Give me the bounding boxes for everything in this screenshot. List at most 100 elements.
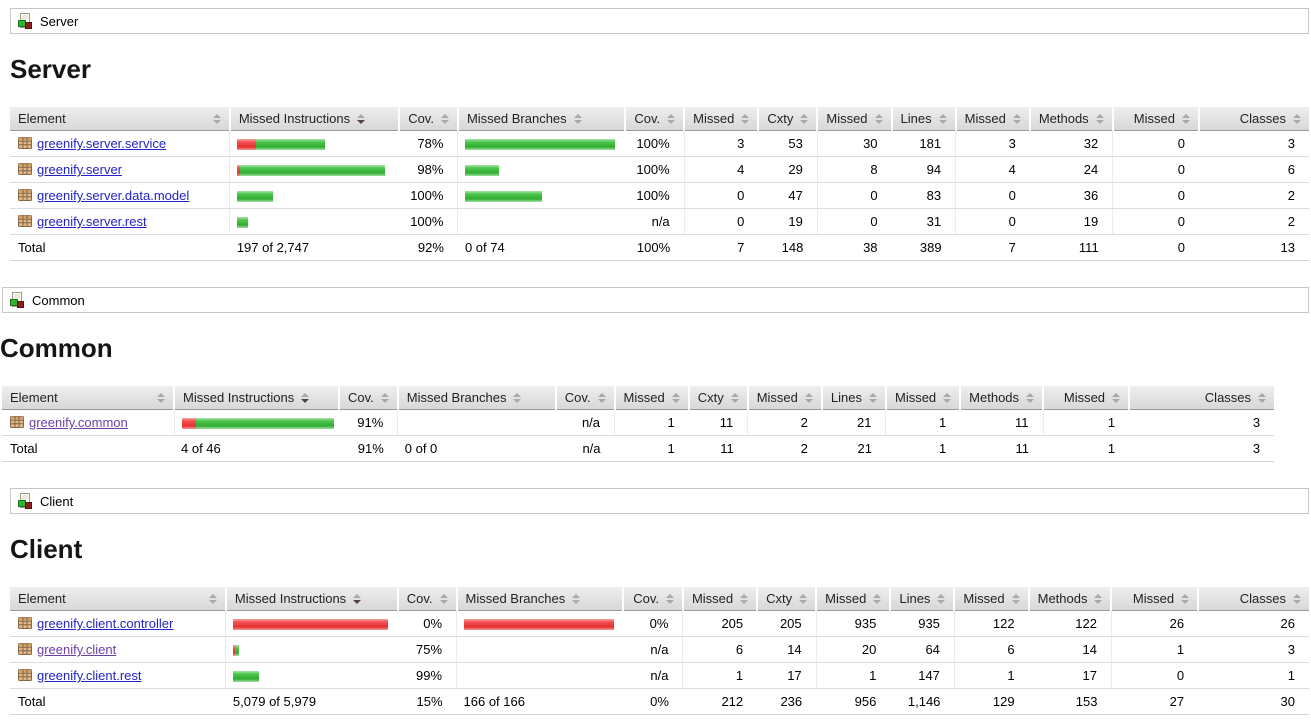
sort-arrows-icon: [804, 392, 813, 403]
table-row: greenify.common 91% n/a 1 11 2 21 1 11 1 3: [2, 409, 1275, 436]
sort-down-arrow-icon: [357, 119, 366, 124]
column-header-label: Cov.: [633, 591, 659, 606]
column-header-cov-2[interactable]: Cov.: [338, 386, 398, 410]
column-header-methods-10[interactable]: Methods: [1028, 107, 1113, 131]
sort-up-arrow-icon: [937, 593, 946, 598]
column-header-classes-12[interactable]: Classes: [1197, 587, 1309, 611]
total-row: Total 5,079 of 5,979 15% 166 of 166 0% 212 236…: [10, 688, 1309, 715]
column-header-classes-12[interactable]: Classes: [1128, 386, 1275, 410]
column-header-methods-10[interactable]: Methods: [1027, 587, 1112, 611]
column-header-label: Classes: [1239, 591, 1286, 606]
package-link[interactable]: greenify.client.controller: [37, 616, 174, 631]
column-header-missed-7[interactable]: Missed: [746, 386, 822, 410]
column-header-missed-branches-3[interactable]: Missed Branches: [396, 386, 556, 410]
header-row: Element Missed Instructions Cov. Missed Bra…: [10, 107, 1309, 131]
column-header-classes-12[interactable]: Classes: [1197, 107, 1309, 131]
covered-coverage-bar-segment: [465, 139, 616, 151]
column-header-missed-11[interactable]: Missed: [1042, 386, 1130, 410]
total-missed-classes: 1: [1043, 435, 1130, 462]
column-header-label: Missed: [756, 390, 798, 405]
sort-up-arrow-icon: [208, 593, 217, 598]
column-header-cxty-6[interactable]: Cxty: [687, 386, 748, 410]
classes-value: 3: [1198, 636, 1309, 663]
covered-coverage-bar-segment: [195, 418, 334, 430]
column-header-missed-instructions-1[interactable]: Missed Instructions: [173, 386, 339, 410]
missed-lines-value: 0: [816, 208, 892, 235]
column-header-missed-7[interactable]: Missed: [815, 587, 891, 611]
column-header-label: Missed Branches: [465, 591, 566, 606]
column-header-element-0[interactable]: Element: [10, 587, 226, 611]
sort-arrows-icon: [1258, 392, 1267, 403]
column-header-element-0[interactable]: Element: [2, 386, 174, 410]
sort-up-arrow-icon: [1026, 392, 1035, 397]
sort-up-arrow-icon: [597, 392, 606, 397]
sort-down-arrow-icon: [1181, 599, 1190, 604]
package-link[interactable]: greenify.server.rest: [37, 214, 147, 229]
total-cxty: 236: [757, 688, 817, 715]
total-missed-lines: 38: [817, 234, 892, 261]
covered-coverage-bar-segment: [237, 217, 249, 229]
sort-up-arrow-icon: [573, 113, 582, 118]
column-header-missed-branches-3[interactable]: Missed Branches: [455, 587, 624, 611]
sort-arrows-icon: [212, 113, 221, 124]
total-methods: 153: [1028, 688, 1112, 715]
package-link[interactable]: greenify.server.data.model: [37, 188, 190, 203]
column-header-label: Missed: [691, 591, 734, 606]
column-header-cov-4[interactable]: Cov.: [623, 107, 685, 131]
column-header-missed-5[interactable]: Missed: [613, 386, 689, 410]
package-link[interactable]: greenify.server.service: [37, 136, 167, 151]
column-header-cov-2[interactable]: Cov.: [396, 587, 457, 611]
column-header-lines-8[interactable]: Lines: [889, 587, 955, 611]
sort-up-arrow-icon: [380, 392, 389, 397]
column-header-methods-10[interactable]: Methods: [959, 386, 1044, 410]
column-header-cov-4[interactable]: Cov.: [622, 587, 683, 611]
column-header-cov-2[interactable]: Cov.: [398, 107, 458, 131]
sort-down-arrow-icon: [208, 599, 217, 604]
column-header-lines-8[interactable]: Lines: [820, 386, 886, 410]
sort-up-arrow-icon: [800, 113, 809, 118]
methods-value: 32: [1029, 130, 1113, 157]
package-link[interactable]: greenify.server: [37, 162, 123, 177]
column-header-lines-8[interactable]: Lines: [890, 107, 956, 131]
package-link[interactable]: greenify.common: [29, 415, 128, 430]
element-cell: greenify.client: [10, 636, 226, 663]
sort-arrows-icon: [800, 113, 809, 124]
sort-arrows-icon: [799, 593, 808, 604]
column-header-missed-11[interactable]: Missed: [1111, 107, 1199, 131]
column-header-missed-branches-3[interactable]: Missed Branches: [456, 107, 625, 131]
column-header-missed-9[interactable]: Missed: [954, 107, 1030, 131]
package-link[interactable]: greenify.client: [37, 642, 117, 657]
column-header-content: Classes: [1208, 111, 1301, 126]
column-header-element-0[interactable]: Element: [10, 107, 230, 131]
sort-arrows-icon: [1012, 113, 1021, 124]
sort-arrows-icon: [943, 392, 952, 403]
column-header-label: Missed: [963, 591, 1005, 606]
column-header-missed-9[interactable]: Missed: [953, 587, 1029, 611]
lines-value: 181: [891, 130, 956, 157]
column-header-missed-5[interactable]: Missed: [683, 107, 759, 131]
column-header-missed-11[interactable]: Missed: [1110, 587, 1199, 611]
missed-cxty-value: 1: [614, 409, 689, 436]
column-header-label: Missed Branches: [466, 111, 567, 126]
total-branches: 166 of 166: [456, 688, 624, 715]
header-row: Element Missed Instructions Cov. Missed Bra…: [10, 587, 1309, 611]
total-instruction-coverage: 91%: [339, 435, 398, 462]
column-header-missed-instructions-1[interactable]: Missed Instructions: [224, 587, 398, 611]
missed-classes-value: 0: [1110, 662, 1199, 689]
missed-methods-value: 3: [955, 130, 1030, 157]
column-header-cxty-6[interactable]: Cxty: [756, 587, 817, 611]
column-header-cxty-6[interactable]: Cxty: [757, 107, 818, 131]
sort-down-arrow-icon: [667, 119, 676, 124]
sort-down-arrow-icon: [1293, 119, 1301, 124]
total-classes: 30: [1198, 688, 1309, 715]
sort-down-arrow-icon: [1112, 398, 1121, 403]
column-header-label: Classes: [1204, 390, 1252, 405]
column-header-missed-instructions-1[interactable]: Missed Instructions: [228, 107, 400, 131]
package-link[interactable]: greenify.client.rest: [37, 668, 142, 683]
element-cell: greenify.client.rest: [10, 662, 226, 689]
column-header-missed-5[interactable]: Missed: [681, 587, 758, 611]
sort-arrows-icon: [439, 593, 448, 604]
column-header-missed-9[interactable]: Missed: [884, 386, 961, 410]
column-header-cov-4[interactable]: Cov.: [554, 386, 615, 410]
column-header-missed-7[interactable]: Missed: [816, 107, 892, 131]
